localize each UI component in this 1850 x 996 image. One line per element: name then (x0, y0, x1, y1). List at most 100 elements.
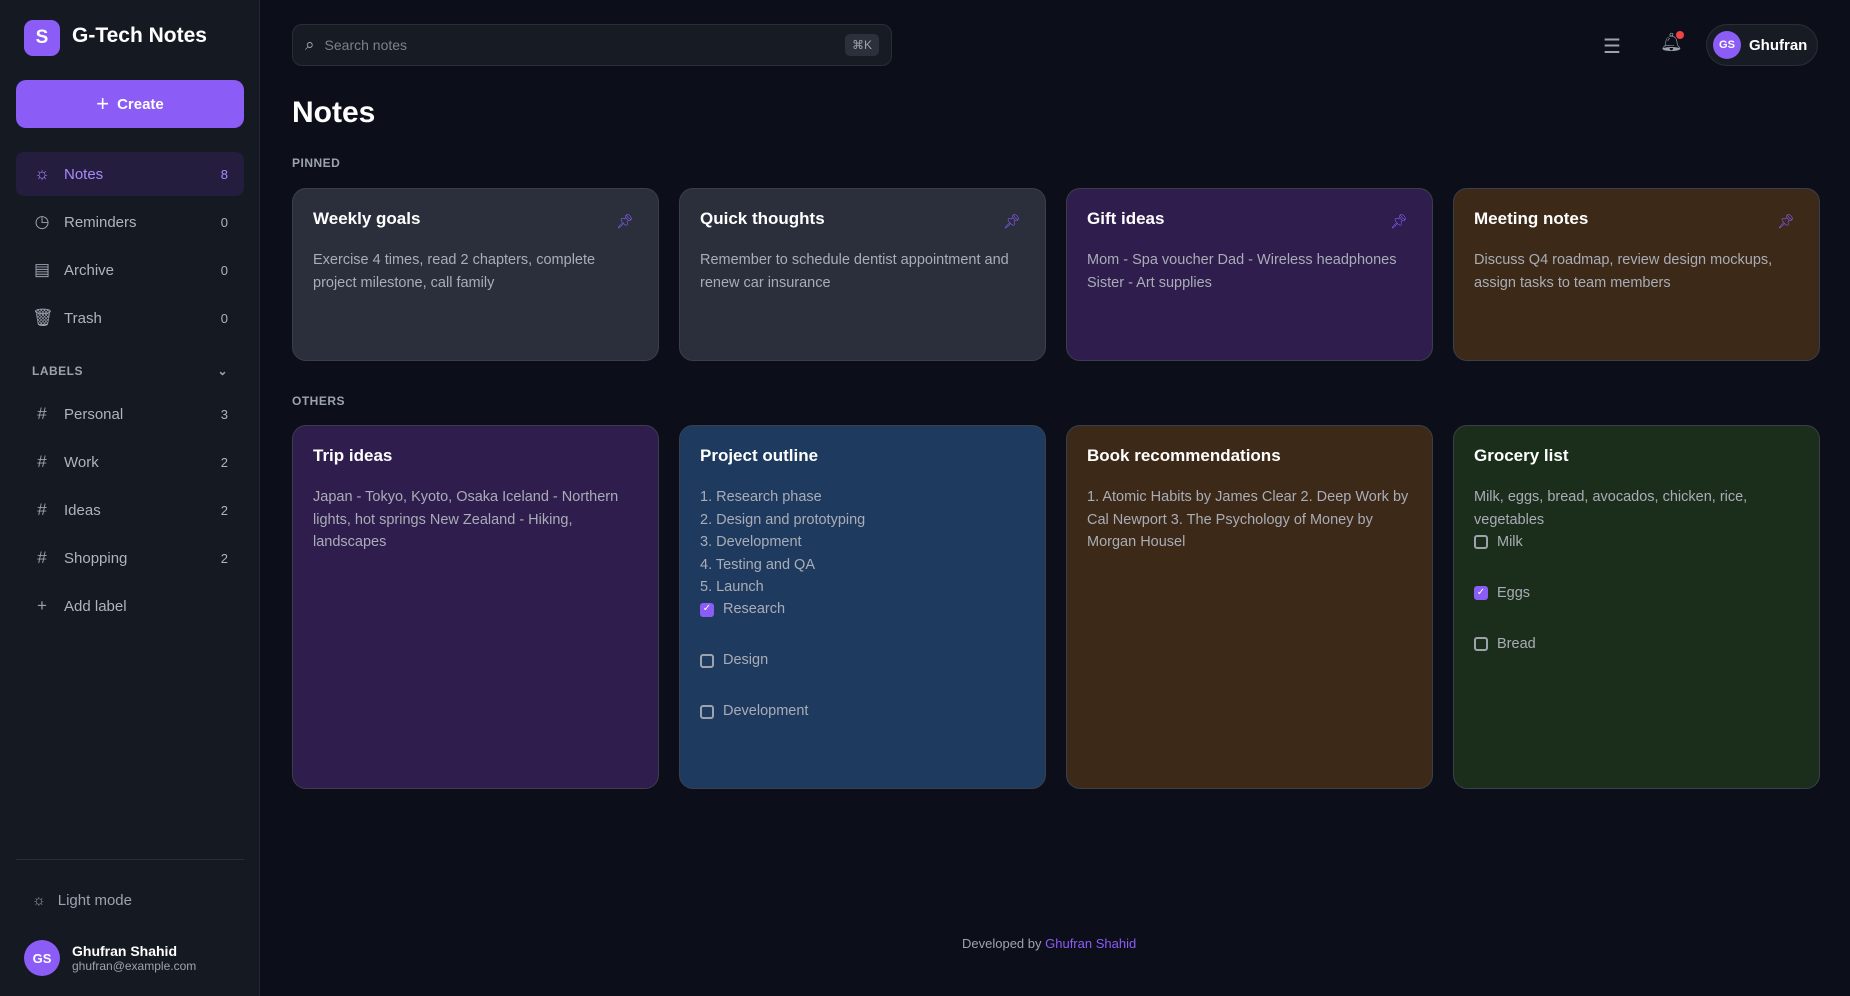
label-count: 3 (220, 406, 228, 422)
plus-icon: + (37, 596, 47, 615)
pin-icon[interactable]: 📌︎ (1390, 213, 1408, 229)
author-link[interactable]: Ghufran Shahid (1045, 936, 1137, 951)
note-body: Mom - Spa voucher Dad - Wireless headpho… (1087, 249, 1412, 294)
app-logo: S (24, 20, 60, 56)
clock-icon: ◷ (34, 212, 50, 231)
sidebar-item-notes[interactable]: ☼ Notes 8 (16, 152, 244, 196)
note-card[interactable]: Meeting notes 📌︎ Discuss Q4 roadmap, revie… (1453, 188, 1820, 361)
sidebar: S G-Tech Notes + Create ☼ Notes 8 ◷ Reminder… (0, 0, 260, 996)
label-item-ideas[interactable]: # Ideas 2 (16, 488, 244, 532)
sidebar-item-archive[interactable]: ▤ Archive 0 (16, 248, 244, 292)
menu-icon[interactable]: ☰ (1603, 36, 1621, 58)
nav-label: Trash (64, 309, 102, 327)
note-card[interactable]: Trip ideas Japan - Tokyo, Kyoto, Osaka Ic… (292, 425, 659, 789)
labels-section-toggle[interactable]: LABELS ⌄ (32, 364, 228, 378)
shortcut-badge: ⌘K (844, 34, 879, 56)
user-name: Ghufran (1749, 36, 1808, 54)
pin-icon[interactable]: 📌︎ (1777, 213, 1795, 229)
note-body: Milk, eggs, bread, avocados, chicken, ri… (1474, 486, 1799, 655)
checklist-item[interactable]: Design (700, 650, 1025, 672)
checkbox[interactable] (1474, 637, 1488, 651)
checklist-label: Development (723, 703, 809, 720)
note-card[interactable]: Project outline 1. Research phase 2. Desig… (679, 425, 1046, 789)
hash-icon: # (37, 500, 47, 519)
note-body: Discuss Q4 roadmap, review design mockup… (1474, 249, 1799, 294)
pin-icon[interactable]: 📌︎ (1003, 213, 1021, 229)
add-label-button[interactable]: + Add label (16, 584, 244, 628)
checkbox[interactable] (1474, 535, 1488, 549)
lightbulb-icon: ☼ (34, 164, 50, 183)
checklist-label: Bread (1497, 635, 1536, 652)
checklist-item[interactable]: Milk (1474, 531, 1799, 553)
chevron-down-icon: ⌄ (217, 364, 228, 378)
label-item-shopping[interactable]: # Shopping 2 (16, 536, 244, 580)
others-heading: OTHERS (292, 394, 346, 408)
page-title: Notes (292, 96, 376, 129)
light-mode-toggle[interactable]: ☼ Light mode (32, 892, 132, 909)
note-card[interactable]: Weekly goals 📌︎ Exercise 4 times, read 2 c… (292, 188, 659, 361)
note-body: Japan - Tokyo, Kyoto, Osaka Iceland - No… (313, 486, 638, 554)
nav-count: 0 (220, 214, 228, 230)
note-title: Quick thoughts (700, 209, 825, 228)
note-text: Exercise 4 times, read 2 chapters, compl… (313, 252, 596, 291)
note-line: 3. Development (700, 534, 802, 550)
note-card[interactable]: Gift ideas 📌︎ Mom - Spa voucher Dad - Wire… (1066, 188, 1433, 361)
avatar: GS (1713, 31, 1741, 59)
label-name: Personal (64, 405, 124, 423)
label-item-personal[interactable]: # Personal 3 (16, 392, 244, 436)
light-mode-label: Light mode (57, 892, 132, 909)
note-text: 1. Atomic Habits by James Clear 2. Deep … (1087, 489, 1409, 550)
pin-icon[interactable]: 📌︎ (616, 213, 634, 229)
note-text: Milk, eggs, bread, avocados, chicken, ri… (1474, 489, 1748, 528)
note-title: Project outline (700, 446, 819, 465)
label-name: Ideas (64, 501, 101, 519)
note-title: Trip ideas (313, 446, 393, 465)
pinned-heading: PINNED (292, 156, 341, 170)
search-icon: ⌕ (305, 35, 315, 54)
note-body: 1. Research phase 2. Design and prototypi… (700, 486, 1025, 723)
checklist-item[interactable]: ✓ Research (700, 599, 1025, 621)
note-text: Discuss Q4 roadmap, review design mockup… (1474, 252, 1773, 291)
note-title: Book recommendations (1087, 446, 1281, 465)
trash-icon: 🗑︎ (32, 308, 54, 327)
hash-icon: # (37, 452, 47, 471)
search-input[interactable] (324, 37, 835, 53)
footer: Developed by Ghufran Shahid (962, 936, 1136, 951)
hash-icon: # (37, 404, 47, 423)
note-body: Remember to schedule dentist appointment… (700, 249, 1025, 294)
checklist-label: Eggs (1497, 584, 1531, 601)
nav-count: 0 (220, 310, 228, 326)
nav-label: Archive (64, 261, 115, 279)
nav-count: 0 (220, 262, 228, 278)
checkbox[interactable]: ✓ (700, 602, 714, 617)
user-menu-button[interactable]: GS Ghufran (1706, 24, 1818, 66)
avatar: GS (24, 940, 60, 976)
checklist-item[interactable]: ✓ Eggs (1474, 582, 1799, 604)
note-title: Meeting notes (1474, 209, 1589, 228)
note-card[interactable]: Grocery list Milk, eggs, bread, avocados,… (1453, 425, 1820, 789)
nav-label: Reminders (64, 213, 137, 231)
checkbox[interactable]: ✓ (1474, 586, 1488, 600)
search-bar[interactable]: ⌕ ⌘K (292, 24, 892, 66)
sidebar-divider (16, 859, 244, 860)
labels-heading: LABELS (32, 364, 83, 378)
checklist-label: Research (723, 601, 786, 618)
label-item-work[interactable]: # Work 2 (16, 440, 244, 484)
nav-count: 8 (220, 166, 228, 182)
sidebar-item-reminders[interactable]: ◷ Reminders 0 (16, 200, 244, 244)
plus-icon: + (96, 91, 110, 116)
label-count: 2 (220, 454, 228, 470)
checkbox[interactable] (700, 704, 714, 719)
checklist-item[interactable]: Development (700, 701, 1025, 723)
note-title: Gift ideas (1087, 209, 1165, 228)
archive-icon: ▤ (33, 260, 51, 279)
footer-prefix: Developed by (962, 936, 1042, 951)
note-body: 1. Atomic Habits by James Clear 2. Deep … (1087, 486, 1412, 554)
checklist-item[interactable]: Bread (1474, 633, 1799, 655)
checkbox[interactable] (700, 653, 714, 668)
note-card[interactable]: Quick thoughts 📌︎ Remember to schedule den… (679, 188, 1046, 361)
create-button[interactable]: + Create (16, 80, 244, 128)
user-profile[interactable]: GS Ghufran Shahid ghufran@example.com (24, 940, 196, 976)
note-card[interactable]: Book recommendations 1. Atomic Habits by … (1066, 425, 1433, 789)
sidebar-item-trash[interactable]: 🗑︎ Trash 0 (16, 296, 244, 340)
